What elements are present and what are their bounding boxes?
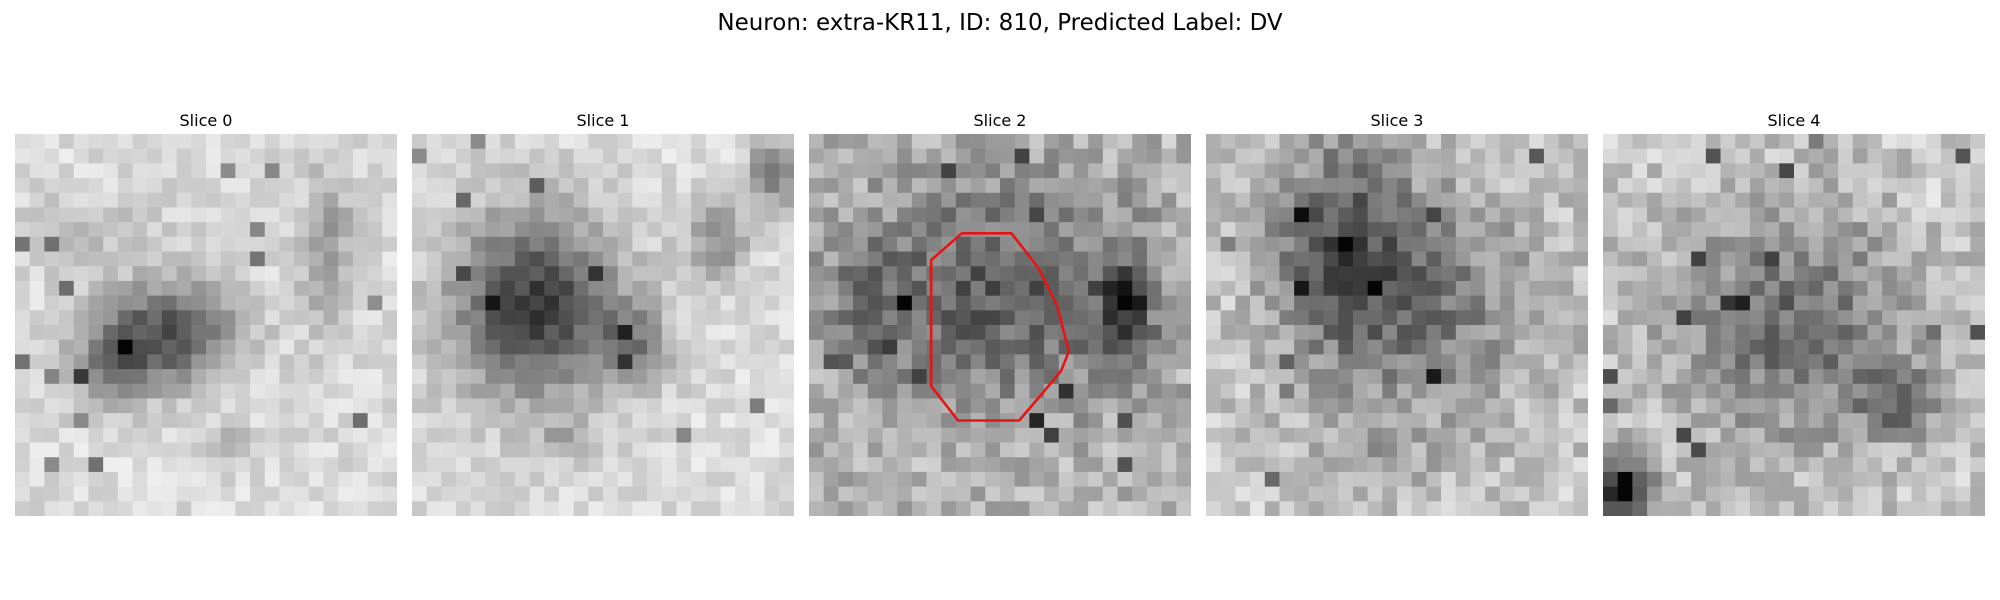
slice-image-3 (1206, 134, 1588, 516)
slice-image-2 (809, 134, 1191, 516)
slice-panel-0: Slice 0 (15, 110, 397, 516)
slice-image-4 (1603, 134, 1985, 516)
slice-panel-2: Slice 2 (809, 110, 1191, 516)
slice-panel-4: Slice 4 (1603, 110, 1985, 516)
figure-title: Neuron: extra-KR11, ID: 810, Predicted L… (717, 10, 1283, 36)
slice-image-0 (15, 134, 397, 516)
slice-title-2: Slice 2 (973, 111, 1027, 130)
slice-title-4: Slice 4 (1767, 111, 1821, 130)
neuron-contour-outline (929, 232, 1071, 422)
slice-panel-1: Slice 1 (412, 110, 794, 516)
slice-title-3: Slice 3 (1370, 111, 1424, 130)
slice-image-1 (412, 134, 794, 516)
slice-title-0: Slice 0 (179, 111, 233, 130)
slice-title-1: Slice 1 (576, 111, 630, 130)
slice-panel-3: Slice 3 (1206, 110, 1588, 516)
